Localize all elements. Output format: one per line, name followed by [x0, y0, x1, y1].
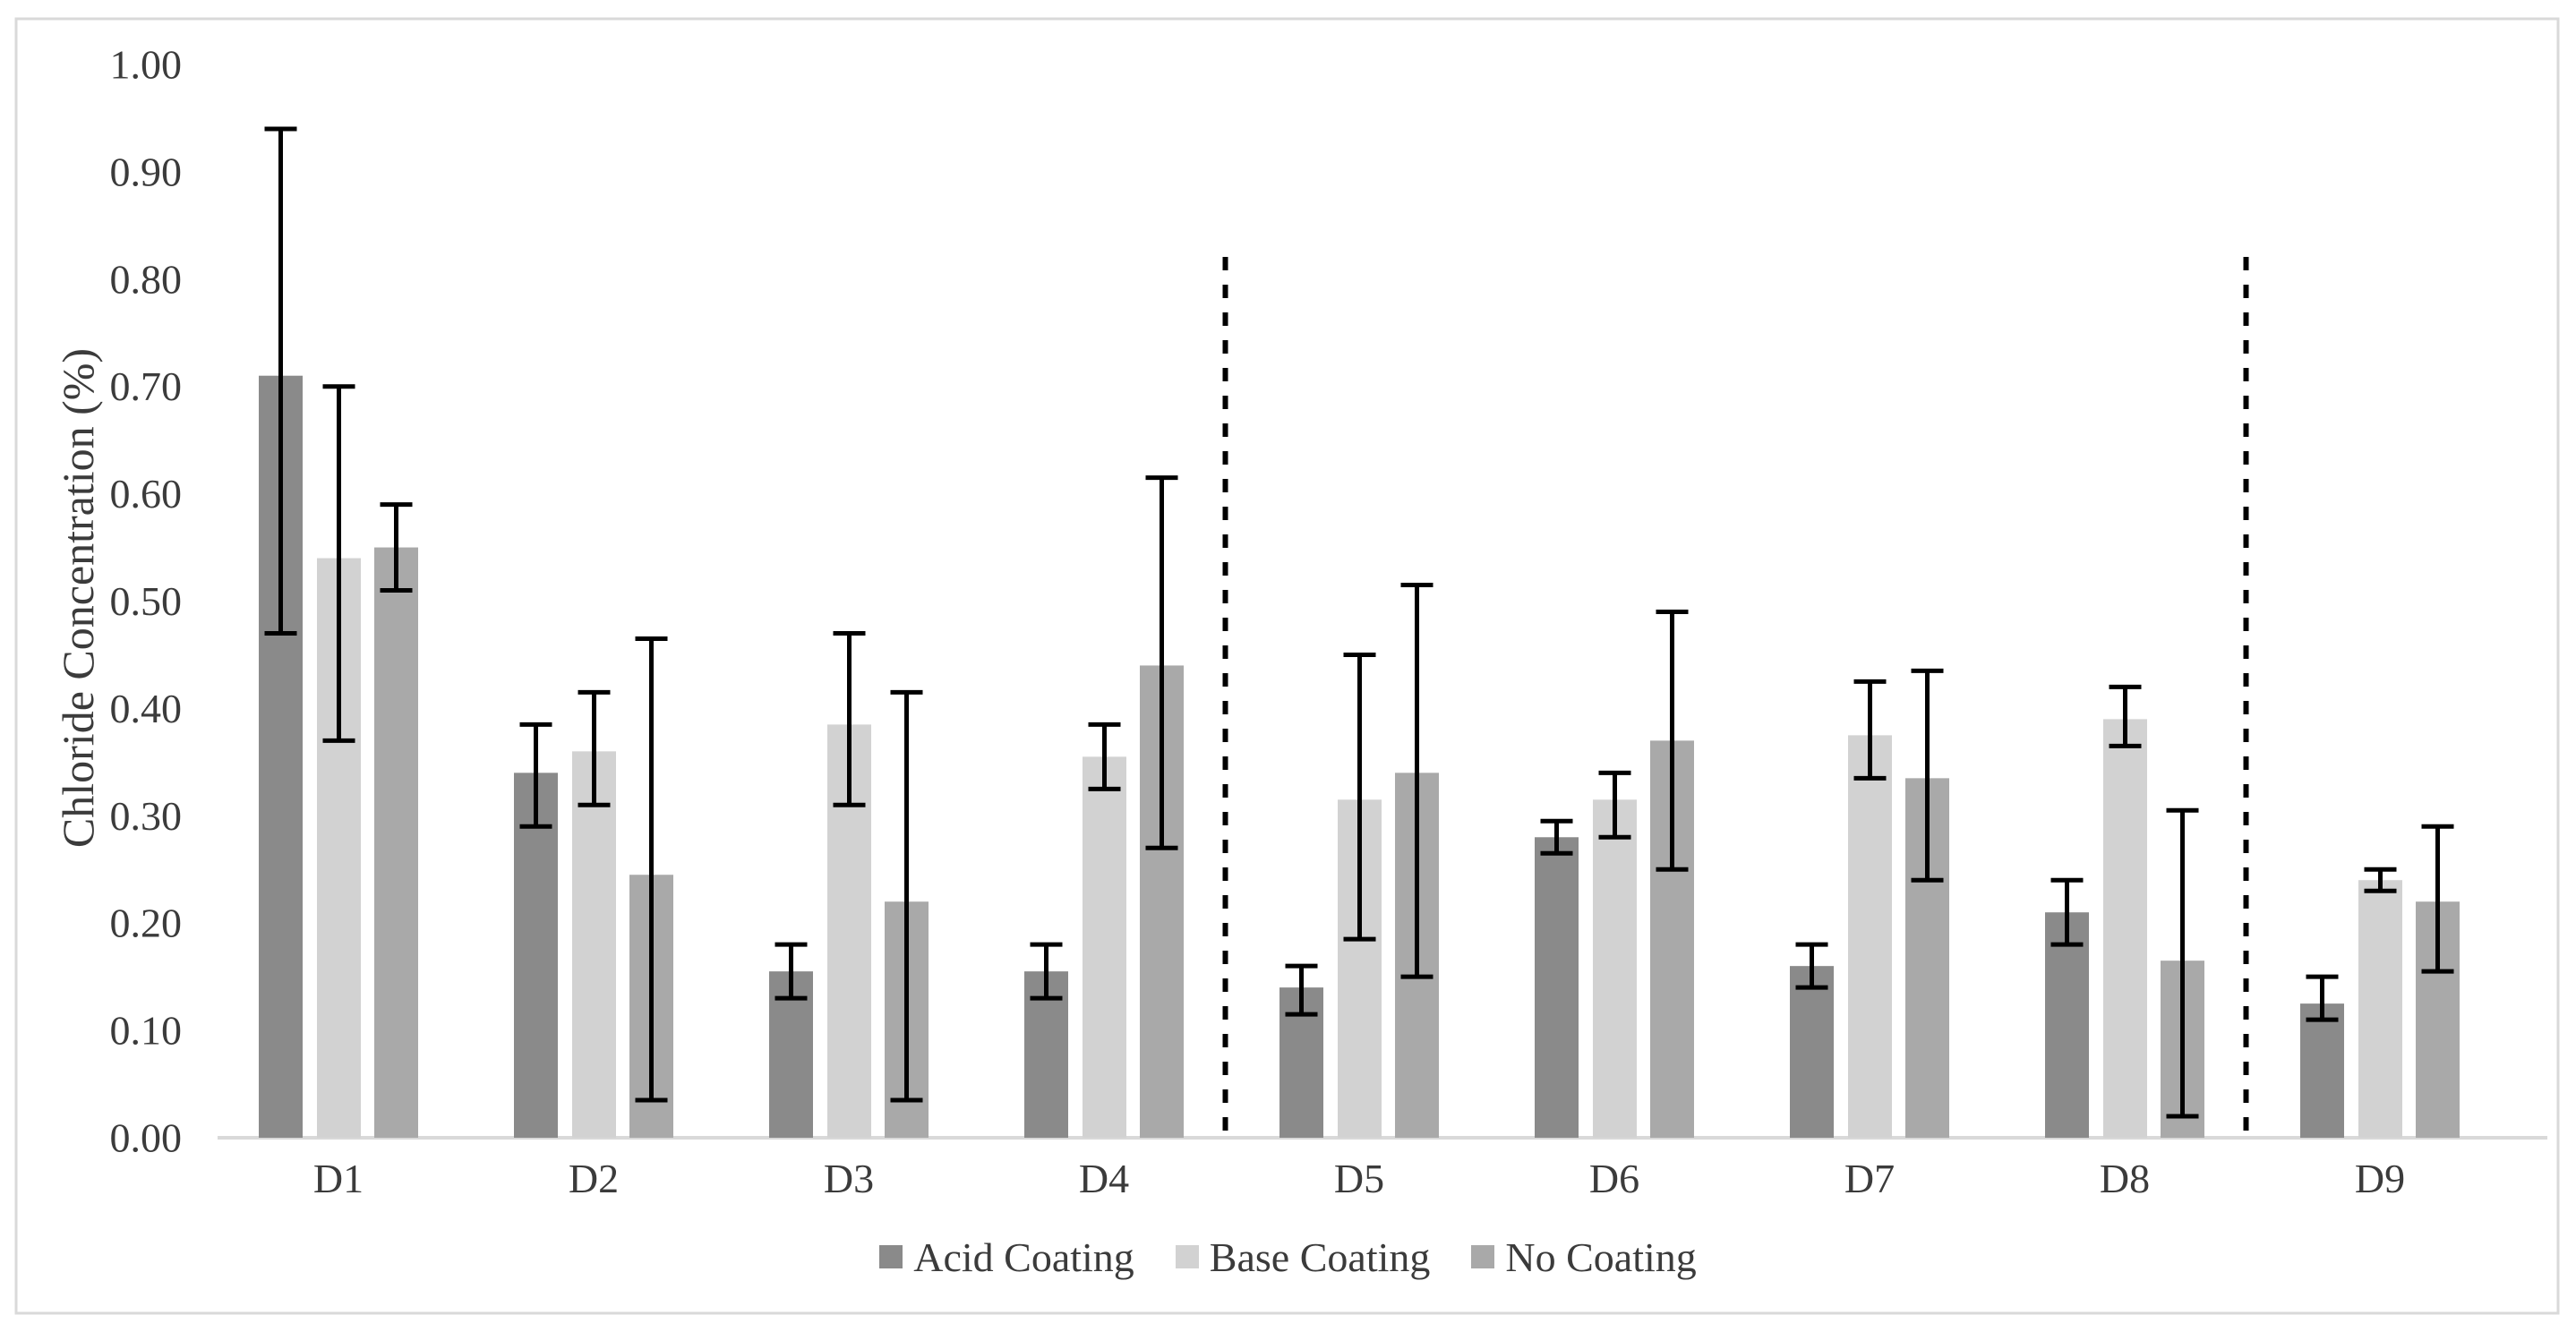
- category-label-d8: D8: [2100, 1156, 2150, 1201]
- error-bar-no-coating-d4: [1145, 475, 1178, 850]
- error-bar-base-coating-d6: [1598, 770, 1631, 840]
- category-label-d7: D7: [1844, 1156, 1895, 1201]
- error-bar-no-coating-d2: [635, 636, 668, 1103]
- category-label-d1: D1: [313, 1156, 364, 1201]
- y-tick-label: 0.20: [110, 901, 183, 946]
- error-bar-acid-coating-d5: [1285, 963, 1318, 1017]
- error-bar-base-coating-d2: [578, 689, 611, 807]
- y-tick-label: 0.00: [110, 1115, 183, 1161]
- bar-base-coating-d2: [572, 751, 616, 1138]
- error-bar-base-coating-d9: [2364, 867, 2397, 893]
- error-bar-acid-coating-d1: [264, 126, 297, 636]
- bar-acid-coating-d2: [514, 773, 558, 1138]
- bar-no-coating-d1: [374, 547, 418, 1138]
- error-bar-base-coating-d8: [2109, 684, 2142, 748]
- error-bar-acid-coating-d3: [775, 942, 808, 1001]
- y-tick-label: 0.10: [110, 1008, 183, 1054]
- category-label-d2: D2: [569, 1156, 619, 1201]
- y-tick-label: 0.90: [110, 149, 183, 194]
- category-label-d3: D3: [824, 1156, 874, 1201]
- y-tick-label: 1.00: [110, 42, 183, 88]
- error-bar-acid-coating-d2: [519, 722, 552, 829]
- error-bar-base-coating-d7: [1853, 679, 1887, 781]
- group-separators: [1222, 257, 2249, 1138]
- bar-base-coating-d4: [1083, 756, 1126, 1138]
- error-bar-no-coating-d1: [380, 502, 413, 593]
- bar-base-coating-d6: [1593, 799, 1637, 1138]
- category-label-d9: D9: [2355, 1156, 2405, 1201]
- error-bar-acid-coating-d8: [2050, 877, 2084, 947]
- error-bar-base-coating-d4: [1088, 722, 1121, 791]
- y-tick-label: 0.50: [110, 578, 183, 624]
- error-bar-base-coating-d5: [1343, 652, 1376, 942]
- y-tick-label: 0.80: [110, 256, 183, 302]
- bar-acid-coating-d9: [2300, 1003, 2344, 1138]
- error-bar-no-coating-d8: [2166, 807, 2199, 1119]
- error-bar-no-coating-d9: [2421, 824, 2454, 974]
- x-axis-category-labels: D1 D2 D3 D4 D5 D6 D7 D8 D9: [313, 1156, 2405, 1201]
- error-bar-base-coating-d3: [833, 630, 866, 807]
- error-bar-no-coating-d5: [1400, 583, 1433, 979]
- bar-acid-coating-d8: [2045, 912, 2089, 1138]
- y-axis-title: Chloride Concentration (%): [53, 348, 103, 848]
- bar-acid-coating-d6: [1535, 837, 1579, 1138]
- bar-base-coating-d9: [2358, 880, 2402, 1138]
- error-bar-acid-coating-d7: [1795, 942, 1828, 990]
- category-label-d4: D4: [1079, 1156, 1129, 1201]
- error-bar-base-coating-d1: [322, 384, 355, 743]
- y-tick-label: 0.60: [110, 471, 183, 517]
- bar-acid-coating-d7: [1790, 966, 1834, 1138]
- bar-base-coating-d7: [1848, 735, 1892, 1138]
- error-bar-acid-coating-d4: [1030, 942, 1063, 1001]
- category-label-d5: D5: [1334, 1156, 1384, 1201]
- plot-border: [14, 17, 2560, 1315]
- error-bars: [264, 126, 2454, 1119]
- y-axis-tick-labels: 0.00 0.10 0.20 0.30 0.40 0.50 0.60 0.70 0.80 0.90…: [110, 42, 183, 1161]
- category-label-d6: D6: [1589, 1156, 1639, 1201]
- y-tick-label: 0.70: [110, 363, 183, 409]
- bar-base-coating-d8: [2103, 719, 2147, 1138]
- y-tick-label: 0.30: [110, 793, 183, 839]
- error-bar-acid-coating-d9: [2306, 974, 2339, 1022]
- y-tick-label: 0.40: [110, 686, 183, 731]
- error-bar-acid-coating-d6: [1540, 818, 1573, 856]
- error-bar-no-coating-d6: [1656, 609, 1689, 872]
- error-bar-no-coating-d7: [1911, 668, 1944, 883]
- error-bar-no-coating-d3: [890, 689, 923, 1103]
